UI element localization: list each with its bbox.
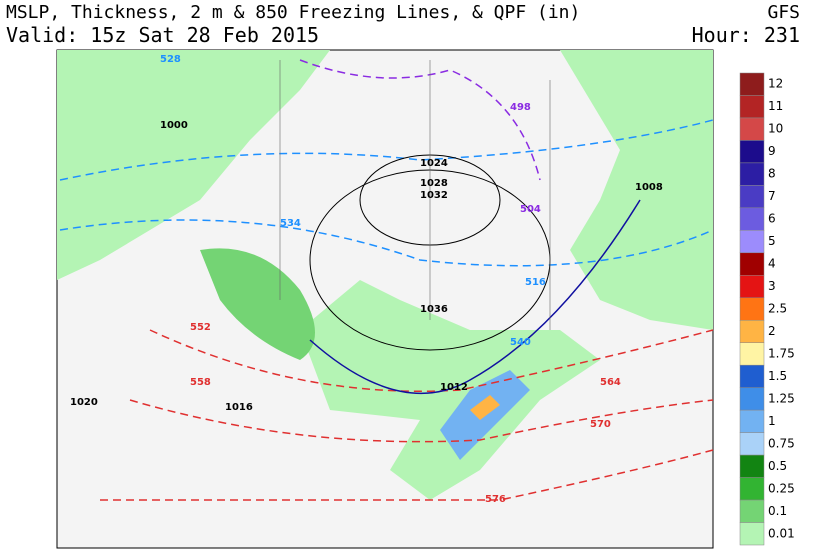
thickness-line bbox=[59, 219, 714, 267]
colorbar-swatch bbox=[739, 409, 765, 433]
contour-label: 540 bbox=[510, 337, 531, 348]
contour-label: 558 bbox=[190, 377, 211, 388]
contour-label: 1008 bbox=[635, 182, 663, 193]
precip-area bbox=[560, 50, 713, 330]
colorbar-swatch bbox=[739, 387, 765, 411]
model: GFS bbox=[767, 2, 800, 23]
colorbar-label: 0.01 bbox=[768, 526, 795, 540]
contour-label: 1024 bbox=[420, 158, 448, 169]
contour-label: 528 bbox=[160, 54, 181, 65]
colorbar-swatch bbox=[739, 185, 765, 209]
contour-label: 534 bbox=[280, 218, 301, 229]
colorbar-label: 6 bbox=[768, 212, 776, 226]
colorbar-label: 0.1 bbox=[768, 504, 787, 518]
colorbar-swatch bbox=[739, 319, 765, 343]
contour-label: 552 bbox=[190, 322, 211, 333]
colorbar-swatch bbox=[739, 72, 765, 96]
contour-label: 1032 bbox=[420, 190, 448, 201]
colorbar-swatch bbox=[739, 117, 765, 141]
contour-label: 498 bbox=[510, 102, 531, 113]
colorbar-label: 10 bbox=[768, 122, 783, 136]
colorbar-label: 2 bbox=[768, 324, 776, 338]
contour-label: 576 bbox=[485, 494, 506, 505]
colorbar-label: 4 bbox=[768, 257, 776, 271]
colorbar-swatch bbox=[739, 499, 765, 523]
precip-area bbox=[300, 280, 600, 500]
colorbar-label: 1.75 bbox=[768, 346, 795, 360]
colorbar-label: 2.5 bbox=[768, 302, 787, 316]
colorbar-swatch bbox=[739, 95, 765, 119]
colorbar-label: 0.75 bbox=[768, 436, 795, 450]
colorbar-label: 1.25 bbox=[768, 391, 795, 405]
thickness-line bbox=[129, 399, 714, 443]
contour-label: 504 bbox=[520, 204, 541, 215]
colorbar-label: 1.5 bbox=[768, 369, 787, 383]
colorbar-swatch bbox=[739, 477, 765, 501]
colorbar-swatch bbox=[739, 230, 765, 254]
colorbar-swatch bbox=[739, 364, 765, 388]
contour-label: 1036 bbox=[420, 304, 448, 315]
contour-label: 1016 bbox=[225, 402, 253, 413]
precip-area bbox=[470, 395, 500, 420]
colorbar-label: 0.5 bbox=[768, 459, 787, 473]
map bbox=[56, 49, 714, 549]
valid-time: Valid: 15z Sat 28 Feb 2015 bbox=[6, 23, 319, 47]
colorbar-swatch bbox=[739, 522, 765, 546]
border bbox=[279, 60, 551, 330]
colorbar-label: 5 bbox=[768, 234, 776, 248]
contour-label: 1028 bbox=[420, 178, 448, 189]
contour-label: 564 bbox=[600, 377, 621, 388]
colorbar-label: 3 bbox=[768, 279, 776, 293]
freezing-line bbox=[309, 199, 641, 395]
colorbar-swatch bbox=[739, 454, 765, 478]
thickness-line bbox=[299, 59, 541, 181]
contour-label: 1000 bbox=[160, 120, 188, 131]
colorbar-swatch bbox=[739, 162, 765, 186]
contour-label: 516 bbox=[525, 277, 546, 288]
colorbar-swatch bbox=[739, 252, 765, 276]
colorbar-label: 0.25 bbox=[768, 481, 795, 495]
colorbar-label: 11 bbox=[768, 99, 783, 113]
thickness-line bbox=[59, 119, 714, 181]
colorbar-label: 1 bbox=[768, 414, 776, 428]
colorbar-swatch bbox=[739, 297, 765, 321]
title: MSLP, Thickness, 2 m & 850 Freezing Line… bbox=[6, 2, 580, 23]
contour-label: 1012 bbox=[440, 382, 468, 393]
forecast-hour: Hour: 231 bbox=[692, 23, 800, 47]
colorbar: 12 11 10 9 8 7 6 5 4 3 2.5 2 1.75 1.5 1.25 1 0.75 0.5 0.25… bbox=[739, 72, 795, 546]
colorbar-label: 12 bbox=[768, 77, 783, 91]
colorbar-label: 8 bbox=[768, 167, 776, 181]
colorbar-label: 7 bbox=[768, 189, 776, 203]
precip-area bbox=[200, 248, 315, 360]
colorbar-label: 9 bbox=[768, 144, 776, 158]
colorbar-swatch bbox=[739, 275, 765, 299]
colorbar-swatch bbox=[739, 207, 765, 231]
colorbar-swatch bbox=[739, 342, 765, 366]
thickness-line bbox=[149, 329, 714, 392]
thickness-line bbox=[99, 449, 714, 501]
contour-label: 570 bbox=[590, 419, 611, 430]
colorbar-swatch bbox=[739, 140, 765, 164]
colorbar-swatch bbox=[739, 432, 765, 456]
contour-label: 1020 bbox=[70, 397, 98, 408]
